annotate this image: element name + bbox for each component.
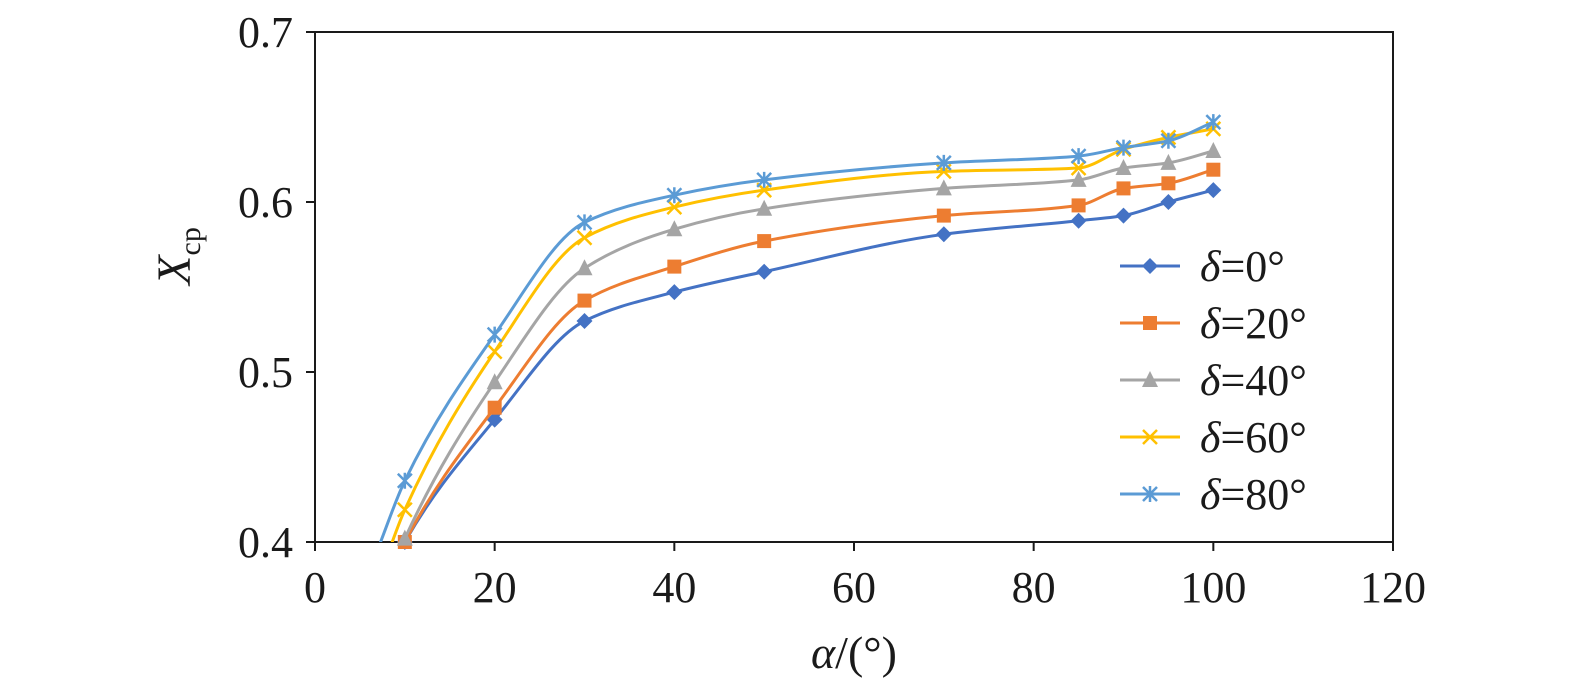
x-tick-label: 120 [1360, 563, 1426, 612]
y-axis-ticks: 0.4 0.5 0.6 0.7 [238, 8, 315, 567]
data-point [1160, 132, 1177, 149]
data-point [396, 501, 413, 518]
legend-label: δ=20° [1200, 299, 1307, 348]
data-point [1161, 176, 1176, 191]
legend-label: δ=40° [1200, 356, 1307, 405]
series-1 [397, 162, 1221, 549]
legend: δ=0°δ=20°δ=40°δ=60°δ=80° [1120, 242, 1307, 519]
x-tick-label: 80 [1012, 563, 1056, 612]
data-point [576, 229, 593, 246]
data-point [1160, 153, 1177, 170]
x-tick-label: 100 [1180, 563, 1246, 612]
legend-item: δ=60° [1120, 413, 1307, 462]
data-point [1116, 181, 1131, 196]
data-point [756, 263, 773, 280]
data-point [486, 373, 503, 390]
data-point [1160, 194, 1177, 210]
y-axis-title: Xcp [148, 227, 207, 287]
data-point [1206, 162, 1221, 177]
legend-label: δ=60° [1200, 413, 1307, 462]
legend-swatch-marker [1142, 429, 1158, 445]
data-point [666, 199, 683, 215]
data-point [396, 529, 413, 546]
data-point [757, 234, 772, 249]
data-point [1205, 142, 1222, 158]
legend-symbol: δ [1200, 356, 1222, 405]
x-axis-unit: /(°) [835, 627, 897, 678]
legend-swatch-marker [1143, 316, 1157, 330]
x-tick-label: 60 [832, 563, 876, 612]
legend-swatch-marker [1142, 371, 1158, 387]
data-point [1205, 114, 1222, 131]
data-point [1115, 207, 1132, 224]
data-point [666, 284, 683, 301]
legend-value: =60° [1220, 413, 1306, 462]
legend-item: δ=20° [1120, 299, 1307, 348]
series-2 [396, 142, 1222, 546]
data-point [756, 171, 773, 188]
data-point [486, 343, 503, 360]
data-point [577, 293, 592, 308]
legend-item: δ=40° [1120, 356, 1307, 405]
series-4 [378, 114, 1222, 542]
data-point [1205, 182, 1222, 199]
x-tick-label: 40 [652, 563, 696, 612]
data-point [666, 220, 683, 237]
legend-value: =0° [1220, 242, 1284, 291]
data-point [935, 179, 952, 196]
series-3 [390, 121, 1222, 542]
data-point [1070, 212, 1087, 229]
data-point [396, 472, 413, 489]
series-line [403, 168, 1214, 542]
series-line [390, 127, 1214, 542]
data-point [576, 313, 593, 329]
series-layer [378, 114, 1222, 550]
y-tick-label: 0.5 [238, 348, 293, 397]
data-point [756, 199, 773, 216]
y-axis-subscript: cp [174, 227, 207, 255]
legend-value: =20° [1220, 299, 1306, 348]
legend-symbol: δ [1200, 413, 1222, 462]
data-point [487, 400, 502, 415]
x-tick-label: 20 [473, 563, 517, 612]
y-axis-symbol: X [148, 254, 201, 287]
legend-item: δ=0° [1120, 242, 1285, 291]
legend-item: δ=80° [1120, 470, 1307, 519]
legend-swatch-marker [1142, 258, 1158, 274]
data-point [1071, 198, 1086, 213]
data-point [576, 214, 593, 231]
data-point [1115, 159, 1132, 175]
data-point [666, 187, 683, 204]
y-tick-label: 0.7 [238, 8, 293, 57]
data-point [1070, 148, 1087, 165]
legend-value: =40° [1220, 356, 1306, 405]
x-axis-ticks: 0 20 40 60 80 100 120 [304, 542, 1426, 612]
data-point [1070, 170, 1087, 187]
legend-label: δ=80° [1200, 470, 1307, 519]
data-point [935, 226, 952, 243]
data-point [667, 259, 682, 274]
x-axis-title: α/(°) [811, 627, 897, 678]
data-point [1115, 139, 1132, 156]
legend-swatch-marker [1142, 486, 1158, 502]
legend-symbol: δ [1200, 470, 1222, 519]
x-axis-symbol: α [811, 627, 836, 678]
data-point [576, 259, 593, 276]
data-point [486, 411, 503, 428]
y-tick-label: 0.4 [238, 518, 293, 567]
legend-value: =80° [1220, 470, 1306, 519]
data-point [486, 326, 503, 343]
y-tick-label: 0.6 [238, 178, 293, 227]
data-point [935, 154, 952, 171]
legend-symbol: δ [1200, 299, 1222, 348]
data-point [936, 208, 951, 223]
data-point [1070, 160, 1087, 176]
x-tick-label: 0 [304, 563, 326, 612]
legend-label: δ=0° [1200, 242, 1285, 291]
legend-symbol: δ [1200, 242, 1222, 291]
